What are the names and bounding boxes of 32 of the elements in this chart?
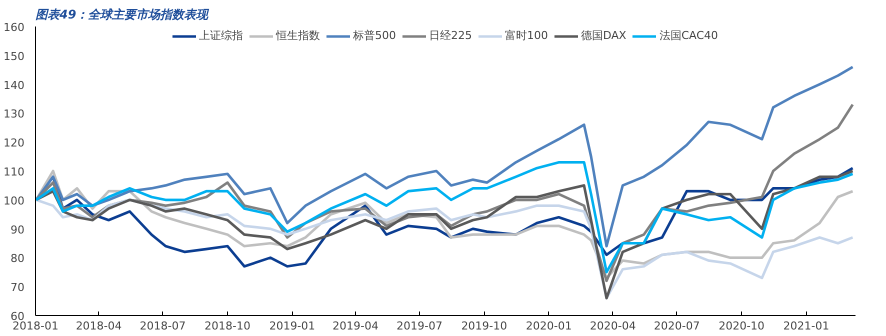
line-series <box>36 170 854 300</box>
chart-title: 图表49：全球主要市场指数表现 <box>36 8 210 22</box>
y-tick-label: 100 <box>4 194 25 208</box>
x-tick-label: 2020-04 <box>590 320 636 332</box>
y-tick-label: 110 <box>4 166 25 178</box>
y-tick-label: 80 <box>10 252 25 266</box>
x-tick-label: 2018-07 <box>140 320 186 332</box>
y-tick-label: 150 <box>4 50 25 63</box>
x-tick-label: 2018-04 <box>76 320 122 332</box>
y-tick-label: 70 <box>10 281 25 294</box>
x-tick-label: 2019-01 <box>269 320 316 332</box>
y-tick-label: 160 <box>4 21 25 34</box>
legend-label: 法国CAC40 <box>659 28 718 43</box>
x-tick-label: 2019-07 <box>396 320 442 332</box>
x-tick-label: 2020-10 <box>718 320 765 332</box>
y-tick-label: 130 <box>4 108 25 121</box>
x-tick-label: 2019-10 <box>461 320 508 332</box>
legend-label: 日经225 <box>428 28 472 43</box>
legend-label: 恒生指数 <box>276 28 320 43</box>
x-tick-label: 2020-07 <box>654 320 700 332</box>
y-tick-label: 120 <box>4 136 25 150</box>
line-series <box>36 66 854 248</box>
legend-label: 富时100 <box>504 28 548 43</box>
y-tick-label: 90 <box>10 223 25 236</box>
legend-label: 上证综指 <box>198 28 243 43</box>
legend-label: 标普500 <box>352 28 396 43</box>
x-tick-label: 2018-10 <box>204 320 250 332</box>
y-tick-label: 140 <box>4 78 25 92</box>
x-tick-label: 2019-04 <box>332 320 378 332</box>
x-tick-label: 2020-01 <box>526 320 572 332</box>
x-tick-label: 2021-01 <box>783 320 830 332</box>
legend-label: 德国DAX <box>580 28 626 43</box>
